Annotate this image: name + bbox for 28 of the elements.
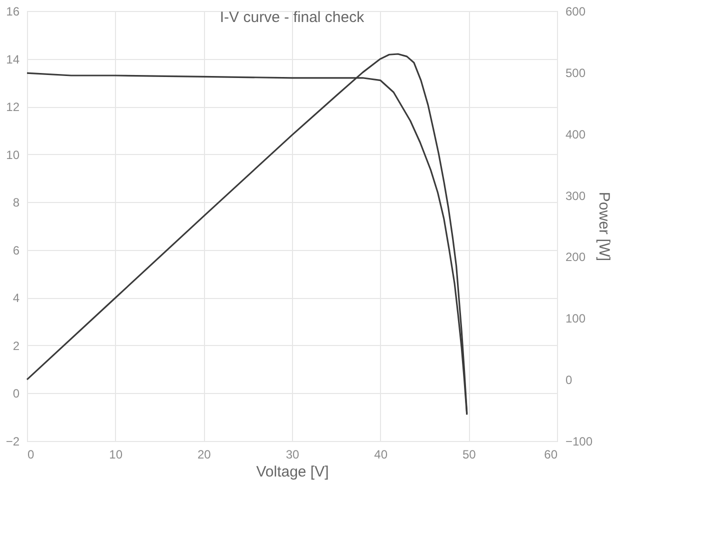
y2-axis-title: Power [W] [596,192,613,262]
y2-tick-label: 600 [566,4,586,18]
y-tick-label: 8 [12,196,20,210]
x-tick-label: 40 [374,448,388,462]
y2-tick-label: 0 [566,373,572,388]
y-tick-label: −2 [6,434,20,448]
y2-tick-label: 300 [566,188,586,203]
y-tick-label: 14 [6,52,20,66]
x-tick-label: 0 [28,448,34,462]
x-tick-label: 50 [462,448,476,462]
x-tick-label: 10 [109,448,123,462]
x-tick-label: 20 [197,448,212,462]
x-tick-label: 60 [544,448,558,462]
y2-tick-label: −100 [566,434,593,448]
y-tick-label: 6 [12,243,20,258]
y-tick-label: 0 [12,386,20,401]
x-axis-title: Voltage [V] [256,464,329,480]
y-tick-label: 2 [12,338,20,353]
y2-tick-label: 400 [566,127,586,142]
y2-tick-label: 500 [566,66,586,80]
y-tick-label: 10 [6,148,20,162]
chart-title: I-V curve - final check [220,9,365,26]
y-tick-label: 16 [6,4,20,18]
y-tick-label: 12 [6,100,20,114]
y2-tick-label: 100 [566,312,586,326]
x-tick-label: 30 [286,448,300,462]
y2-tick-label: 200 [566,250,586,264]
y-tick-label: 4 [12,291,20,306]
